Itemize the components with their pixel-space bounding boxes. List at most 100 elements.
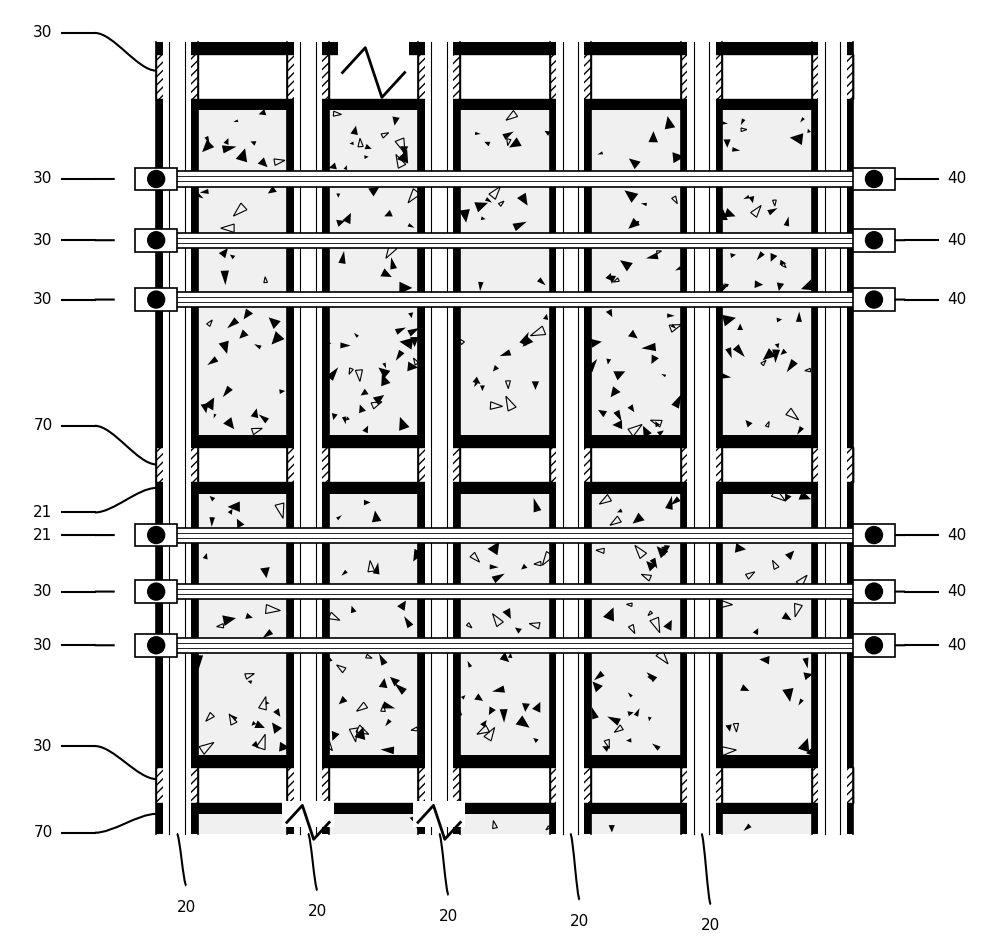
Polygon shape (449, 382, 457, 390)
Text: 30: 30 (33, 233, 53, 248)
Polygon shape (516, 715, 530, 728)
Polygon shape (741, 119, 745, 125)
Polygon shape (571, 494, 581, 502)
Polygon shape (301, 622, 314, 629)
Bar (812, 447, 853, 482)
Bar (556, 42, 584, 834)
Bar (556, 42, 584, 834)
Polygon shape (480, 720, 487, 727)
Polygon shape (687, 375, 693, 382)
Polygon shape (740, 684, 749, 690)
Polygon shape (381, 746, 394, 755)
Bar (812, 54, 853, 99)
Bar (135, 580, 177, 603)
Polygon shape (829, 674, 837, 679)
Polygon shape (597, 152, 603, 154)
Bar (287, 42, 329, 834)
Polygon shape (481, 217, 486, 220)
Text: 30: 30 (33, 171, 53, 187)
Polygon shape (693, 502, 699, 510)
Polygon shape (695, 367, 702, 374)
Polygon shape (661, 546, 668, 555)
Polygon shape (176, 669, 187, 679)
Polygon shape (166, 631, 170, 637)
Polygon shape (311, 357, 323, 367)
Polygon shape (291, 318, 303, 333)
Polygon shape (490, 564, 499, 569)
Polygon shape (188, 666, 194, 671)
Polygon shape (202, 139, 214, 153)
Bar (156, 54, 853, 99)
Polygon shape (839, 399, 849, 409)
Polygon shape (661, 553, 666, 556)
Bar (550, 54, 591, 99)
Text: 20: 20 (701, 918, 720, 934)
Polygon shape (475, 132, 481, 135)
Polygon shape (772, 349, 780, 363)
Polygon shape (647, 673, 657, 682)
Polygon shape (493, 365, 499, 371)
Polygon shape (771, 253, 777, 262)
Polygon shape (563, 256, 572, 267)
Polygon shape (671, 496, 681, 505)
Polygon shape (517, 193, 528, 205)
Polygon shape (646, 252, 658, 259)
Polygon shape (831, 427, 837, 432)
Bar (135, 288, 177, 311)
Polygon shape (606, 359, 611, 365)
Text: 40: 40 (947, 584, 967, 599)
Polygon shape (652, 743, 661, 751)
Circle shape (865, 171, 882, 187)
Bar (156, 803, 853, 814)
Polygon shape (279, 742, 290, 752)
Polygon shape (390, 257, 397, 269)
Polygon shape (185, 718, 192, 724)
Polygon shape (332, 414, 338, 420)
Bar (418, 767, 460, 803)
Polygon shape (224, 138, 229, 145)
Text: 30: 30 (33, 584, 53, 599)
Bar (681, 42, 722, 834)
Text: 40: 40 (947, 233, 967, 248)
Bar (418, 54, 460, 99)
Polygon shape (341, 570, 348, 576)
Bar (156, 42, 198, 834)
Polygon shape (818, 388, 822, 393)
Polygon shape (200, 188, 209, 194)
Polygon shape (254, 721, 265, 728)
Polygon shape (204, 398, 214, 411)
Circle shape (148, 637, 165, 654)
Polygon shape (342, 416, 346, 424)
Polygon shape (390, 677, 400, 687)
Polygon shape (591, 339, 602, 348)
Polygon shape (725, 724, 732, 732)
Polygon shape (672, 153, 685, 163)
Bar (156, 767, 198, 803)
Polygon shape (468, 661, 472, 668)
Polygon shape (381, 374, 390, 386)
Polygon shape (598, 410, 607, 417)
Polygon shape (485, 197, 492, 203)
Polygon shape (413, 801, 465, 827)
Bar (418, 42, 460, 834)
Polygon shape (641, 343, 656, 351)
Circle shape (865, 232, 882, 249)
Polygon shape (332, 731, 340, 740)
Bar (156, 447, 853, 482)
Polygon shape (577, 574, 582, 578)
Polygon shape (177, 145, 181, 152)
Polygon shape (643, 426, 652, 437)
Polygon shape (840, 338, 844, 343)
Polygon shape (558, 561, 571, 573)
Polygon shape (570, 398, 579, 409)
Polygon shape (708, 423, 716, 433)
Polygon shape (441, 208, 447, 215)
Circle shape (148, 583, 165, 600)
Polygon shape (310, 571, 318, 582)
Polygon shape (350, 125, 358, 135)
Bar (156, 447, 853, 482)
Polygon shape (705, 694, 714, 702)
Polygon shape (787, 359, 798, 372)
Polygon shape (627, 711, 634, 716)
Polygon shape (675, 266, 682, 270)
